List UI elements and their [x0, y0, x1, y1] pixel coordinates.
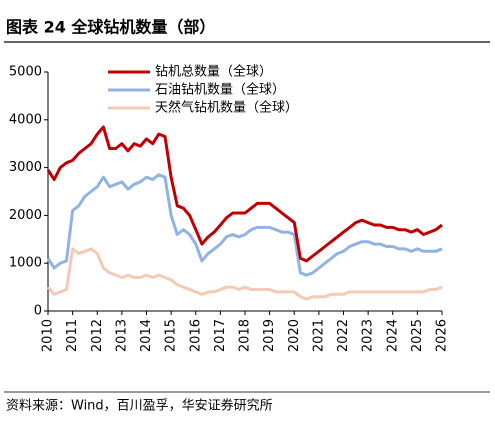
y-tick-label: 5000	[9, 65, 42, 80]
series-line	[46, 125, 443, 263]
y-tick-label: 1000	[9, 256, 42, 271]
x-tick-label: 2011	[65, 319, 80, 352]
x-tick-label: 2020	[287, 319, 302, 352]
x-tick-label: 2013	[114, 319, 129, 352]
x-tick-label: 2015	[164, 319, 179, 352]
x-tick-label: 2026	[435, 319, 450, 352]
chart-title: 图表 24 全球钻机数量（部）	[6, 18, 215, 37]
x-tick-label: 2021	[311, 319, 326, 352]
legend-label: 天然气钻机数量（全球）	[155, 100, 298, 116]
x-tick-label: 2022	[336, 319, 351, 352]
x-tick-label: 2019	[262, 319, 277, 352]
x-tick-label: 2023	[361, 319, 376, 352]
legend-label: 石油钻机数量（全球）	[155, 82, 285, 98]
series-line	[46, 247, 443, 301]
x-tick-label: 2016	[188, 319, 203, 352]
x-tick-label: 2018	[238, 319, 253, 352]
y-tick-label: 0	[34, 304, 42, 319]
y-tick-label: 2000	[9, 208, 42, 223]
x-tick-label: 2025	[410, 319, 425, 352]
series-line	[46, 173, 443, 277]
y-tick-label: 4000	[9, 112, 42, 127]
x-tick-label: 2012	[90, 319, 105, 352]
y-tick-label: 3000	[9, 160, 42, 175]
x-tick-label: 2024	[385, 319, 400, 352]
x-tick-label: 2010	[41, 319, 56, 352]
source: 资料来源：Wind，百川盈孚，华安证券研究所	[6, 398, 273, 414]
legend-label: 钻机总数量（全球）	[155, 64, 272, 80]
x-tick-label: 2017	[213, 319, 228, 352]
x-tick-label: 2014	[139, 319, 154, 352]
